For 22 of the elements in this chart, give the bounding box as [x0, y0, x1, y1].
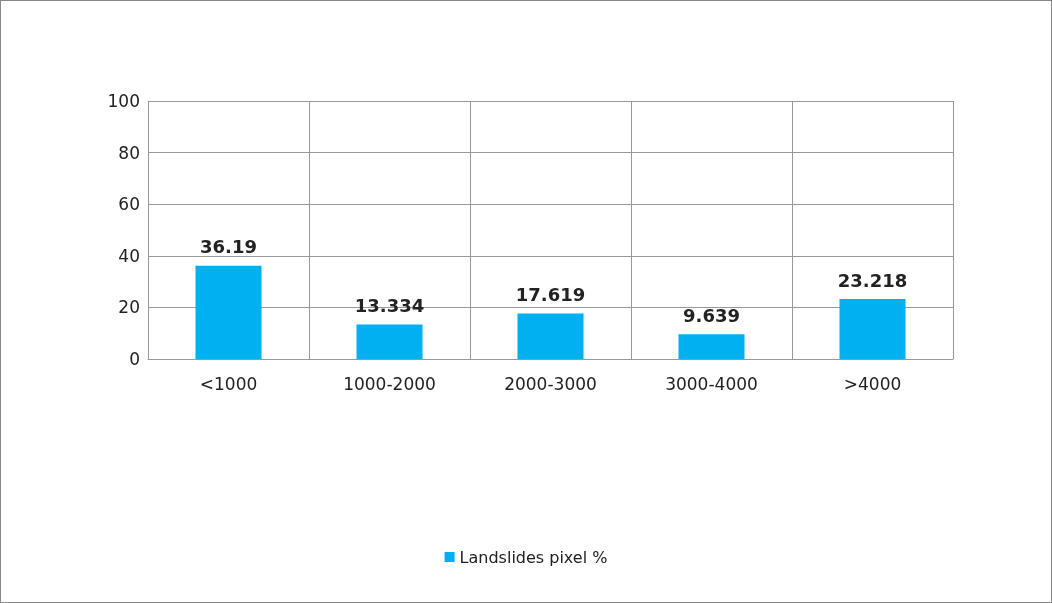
data-label: 17.619	[515, 284, 586, 306]
y-tick-label: 40	[118, 245, 140, 266]
y-tick-label: 80	[118, 142, 140, 163]
x-tick-label: <1000	[199, 373, 258, 394]
y-tick-label: 100	[107, 91, 140, 111]
legend-label: Landslides pixel %	[459, 547, 608, 567]
x-tick-label: 1000-2000	[343, 373, 436, 394]
x-tick-label: >4000	[843, 373, 902, 394]
data-label: 36.19	[200, 236, 257, 258]
bar	[678, 334, 745, 359]
bar	[839, 299, 906, 359]
x-tick-label: 2000-3000	[504, 373, 597, 394]
bar	[195, 265, 262, 359]
y-tick-label: 20	[118, 297, 140, 318]
bar	[517, 313, 584, 359]
y-tick-label: 60	[118, 194, 140, 215]
data-label: 23.218	[837, 269, 908, 291]
data-label: 13.334	[354, 295, 425, 317]
x-tick-label: 3000-4000	[665, 373, 758, 394]
data-label: 9.639	[683, 304, 740, 326]
y-tick-label: 0	[129, 349, 140, 369]
bar	[356, 324, 423, 359]
